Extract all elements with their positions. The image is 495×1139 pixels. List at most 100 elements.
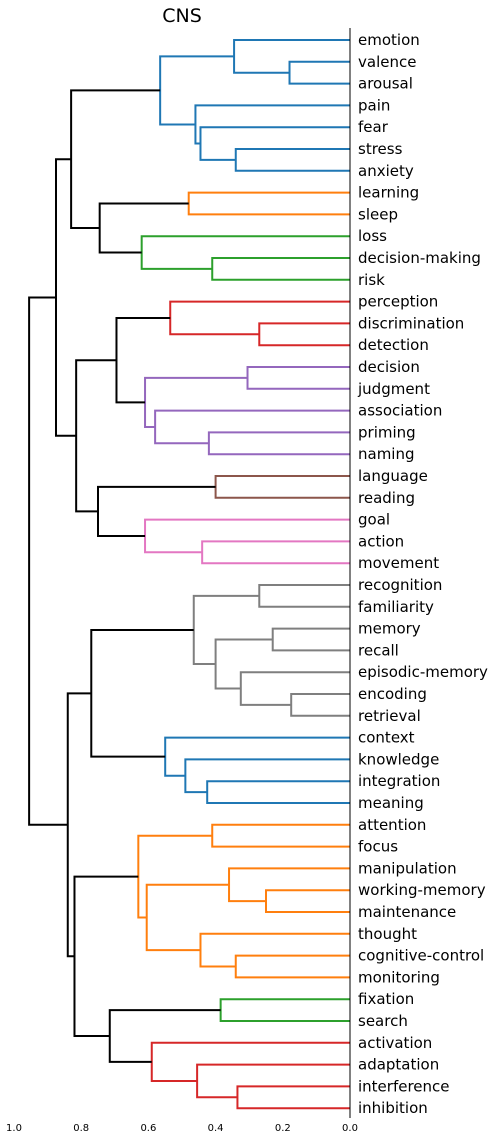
leaf-label-thought: thought: [358, 925, 417, 943]
leaf-label-association: association: [358, 402, 442, 420]
x-axis: 1.0 0.8 0.6 0.4 0.2 0.0: [6, 28, 358, 1134]
leaf-label-loss: loss: [358, 227, 387, 245]
leaf-label-maintenance: maintenance: [358, 903, 456, 921]
leaf-label-valence: valence: [358, 53, 416, 71]
link-m32: [184, 758, 350, 794]
leaf-label-naming: naming: [358, 445, 415, 463]
leaf-label-focus: focus: [358, 838, 398, 856]
leaf-label-arousal: arousal: [358, 75, 413, 93]
leaf-label-fear: fear: [358, 118, 389, 136]
link-m33: [164, 736, 350, 777]
leaf-label-movement: movement: [358, 554, 439, 572]
x-tick-label: 0.4: [208, 1123, 224, 1134]
link-m10: [98, 202, 189, 254]
leaf-label-learning: learning: [358, 184, 419, 202]
leaf-label-encoding: encoding: [358, 685, 427, 703]
link-m38: [234, 954, 350, 979]
link-m15: [207, 431, 350, 456]
link-m30: [192, 594, 260, 666]
link-m16: [154, 409, 350, 445]
dendrogram-links: [28, 39, 350, 1110]
link-m43: [236, 1085, 350, 1110]
leaf-label-decision-making: decision-making: [358, 249, 481, 267]
link-m20: [201, 540, 350, 565]
link-m12: [258, 322, 350, 347]
link-m37: [228, 867, 350, 903]
link-m45: [150, 1041, 350, 1082]
link-m8: [211, 257, 350, 281]
leaf-label-context: context: [358, 729, 415, 747]
leaf-label-perception: perception: [358, 293, 438, 311]
link-m35: [211, 823, 350, 848]
link-m3: [234, 148, 350, 172]
leaf-label-reading: reading: [358, 489, 415, 507]
leaf-label-fixation: fixation: [358, 990, 414, 1008]
leaf-label-activation: activation: [358, 1034, 432, 1052]
leaf-label-inhibition: inhibition: [358, 1099, 428, 1117]
leaf-label-recall: recall: [358, 641, 399, 659]
x-tick-label: 0.2: [275, 1123, 291, 1134]
link-m14: [246, 366, 350, 390]
chart-title: CNS: [162, 5, 202, 27]
link-m31: [206, 780, 350, 804]
link-m25: [258, 584, 350, 608]
link-m47: [73, 875, 139, 1037]
leaf-label-integration: integration: [358, 772, 440, 790]
link-m44: [196, 1063, 350, 1099]
link-m18: [115, 316, 171, 404]
link-m24: [55, 158, 77, 437]
link-m28: [239, 671, 350, 706]
leaf-label-recognition: recognition: [358, 576, 442, 594]
leaf-label-adaptation: adaptation: [358, 1056, 439, 1074]
link-m42: [219, 998, 350, 1022]
link-m11: [70, 89, 161, 230]
link-m48: [66, 692, 92, 958]
leaf-labels: emotion valence arousal pain fear stress anxie…: [357, 31, 488, 1117]
x-tick-label: 1.0: [6, 1123, 22, 1134]
link-m41: [137, 834, 213, 919]
link-m39: [199, 932, 350, 968]
leaf-label-working-memory: working-memory: [358, 881, 486, 899]
leaf-label-meaning: meaning: [358, 794, 424, 812]
leaf-label-monitoring: monitoring: [358, 968, 440, 986]
leaf-label-discrimination: discrimination: [358, 314, 464, 332]
leaf-label-episodic-memory: episodic-memory: [358, 663, 488, 681]
leaf-label-retrieval: retrieval: [358, 707, 421, 725]
leaf-label-interference: interference: [358, 1077, 450, 1095]
leaf-label-judgment: judgment: [357, 380, 430, 398]
link-m21: [144, 518, 350, 554]
leaf-label-language: language: [358, 467, 428, 485]
link-m2: [233, 39, 350, 74]
link-m5: [194, 104, 350, 145]
link-m7: [187, 191, 350, 216]
x-tick-label: 0.6: [140, 1123, 156, 1134]
link-m49: [28, 296, 68, 826]
leaf-label-cognitive-control: cognitive-control: [358, 947, 484, 965]
link-m26: [271, 627, 350, 652]
leaf-label-priming: priming: [358, 423, 416, 441]
leaf-label-anxiety: anxiety: [358, 162, 414, 180]
link-m22: [97, 485, 216, 537]
link-m1: [288, 60, 350, 85]
leaf-label-search: search: [358, 1012, 408, 1030]
link-m9: [140, 235, 350, 270]
leaf-label-memory: memory: [358, 620, 421, 638]
leaf-label-goal: goal: [358, 511, 390, 529]
link-m40: [145, 883, 230, 952]
leaf-label-emotion: emotion: [358, 31, 420, 49]
leaf-label-risk: risk: [358, 271, 385, 289]
leaf-label-attention: attention: [358, 816, 426, 834]
link-m27: [290, 693, 350, 717]
leaf-label-pain: pain: [358, 96, 390, 114]
leaf-label-sleep: sleep: [358, 205, 398, 223]
leaf-label-knowledge: knowledge: [358, 750, 439, 768]
leaf-label-stress: stress: [358, 140, 403, 158]
link-m46: [108, 1009, 221, 1063]
leaf-label-detection: detection: [358, 336, 429, 354]
leaf-label-decision: decision: [358, 358, 420, 376]
leaf-label-action: action: [358, 532, 404, 550]
link-m6: [159, 55, 235, 126]
link-m29: [214, 638, 273, 690]
link-m23: [75, 359, 117, 513]
